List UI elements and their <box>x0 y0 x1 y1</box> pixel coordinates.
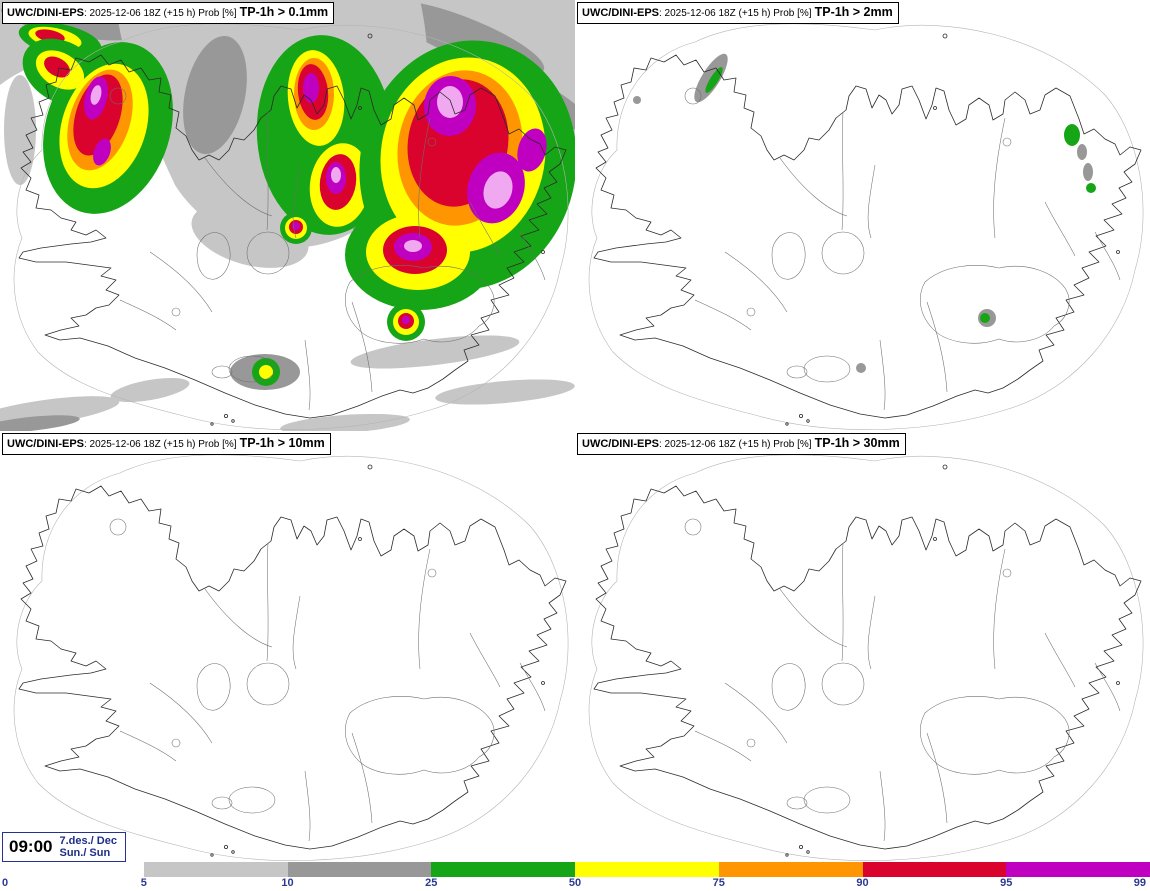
iceland-map <box>0 0 575 431</box>
panel-title: UWC/DINI-EPS: 2025-12-06 18Z (+15 h) Pro… <box>577 2 899 24</box>
colorbar-segment-10-25 <box>287 862 432 877</box>
valid-date-column: 7.des./ Dec Sun./ Sun <box>59 835 116 859</box>
colorbar-segment-95-99 <box>1006 862 1150 877</box>
threshold-label: TP-1h > 10mm <box>239 436 325 450</box>
probability-field <box>633 53 1096 373</box>
threshold-label: TP-1h > 30mm <box>814 436 900 450</box>
iceland-map <box>588 23 1144 431</box>
run-info: : 2025-12-06 18Z (+15 h) Prob [%] <box>659 439 812 450</box>
colorbar-segment-75-90 <box>718 862 863 877</box>
colorbar-segment-90-95 <box>862 862 1007 877</box>
panel-title: UWC/DINI-EPS: 2025-12-06 18Z (+15 h) Pro… <box>2 433 331 455</box>
colorbar-tick: 5 <box>140 877 147 889</box>
colorbar-tick: 25 <box>425 877 438 889</box>
model-label: UWC/DINI-EPS <box>582 438 659 450</box>
panel-title: UWC/DINI-EPS: 2025-12-06 18Z (+15 h) Pro… <box>577 433 906 455</box>
map-panel-10mm: UWC/DINI-EPS: 2025-12-06 18Z (+15 h) Pro… <box>0 431 575 862</box>
iceland-map <box>13 454 569 862</box>
colorbar-segment-0-5 <box>0 862 144 877</box>
model-label: UWC/DINI-EPS <box>7 438 84 450</box>
model-label: UWC/DINI-EPS <box>7 7 84 19</box>
colorbar-tick: 10 <box>281 877 294 889</box>
run-info: : 2025-12-06 18Z (+15 h) Prob [%] <box>84 8 237 19</box>
threshold-label: TP-1h > 0.1mm <box>239 5 329 19</box>
threshold-label: TP-1h > 2mm <box>814 5 893 19</box>
map-panel-2mm: UWC/DINI-EPS: 2025-12-06 18Z (+15 h) Pro… <box>575 0 1150 431</box>
colorbar-tick: 99 <box>1133 877 1146 889</box>
colorbar-tick: 75 <box>712 877 725 889</box>
footer: 0 5 10 25 50 75 90 95 99 <box>0 862 1150 891</box>
colorbar-tick-labels: 0 5 10 25 50 75 90 95 99 <box>0 877 1150 891</box>
colorbar-segment-5-10 <box>143 862 288 877</box>
colorbar-tick: 95 <box>1000 877 1013 889</box>
colorbar-segment-50-75 <box>575 862 719 877</box>
valid-date: 7.des./ Dec <box>59 835 117 847</box>
panel-title: UWC/DINI-EPS: 2025-12-06 18Z (+15 h) Pro… <box>2 2 335 24</box>
probability-colorbar <box>0 862 1150 877</box>
map-grid: UWC/DINI-EPS: 2025-12-06 18Z (+15 h) Pro… <box>0 0 1150 862</box>
colorbar-tick: 0 <box>2 877 9 889</box>
map-panel-0p1mm: UWC/DINI-EPS: 2025-12-06 18Z (+15 h) Pro… <box>0 0 575 431</box>
colorbar-tick: 50 <box>568 877 582 889</box>
colorbar-tick: 90 <box>856 877 869 889</box>
model-label: UWC/DINI-EPS <box>582 7 659 19</box>
run-info: : 2025-12-06 18Z (+15 h) Prob [%] <box>659 8 812 19</box>
run-info: : 2025-12-06 18Z (+15 h) Prob [%] <box>84 439 237 450</box>
probability-field <box>0 0 575 431</box>
valid-time-box: 09:00 7.des./ Dec Sun./ Sun <box>2 832 126 862</box>
valid-day: Sun./ Sun <box>59 847 111 859</box>
iceland-map <box>588 454 1144 862</box>
colorbar-segment-25-50 <box>431 862 575 877</box>
map-panel-30mm: UWC/DINI-EPS: 2025-12-06 18Z (+15 h) Pro… <box>575 431 1150 862</box>
valid-time: 09:00 <box>9 837 53 856</box>
